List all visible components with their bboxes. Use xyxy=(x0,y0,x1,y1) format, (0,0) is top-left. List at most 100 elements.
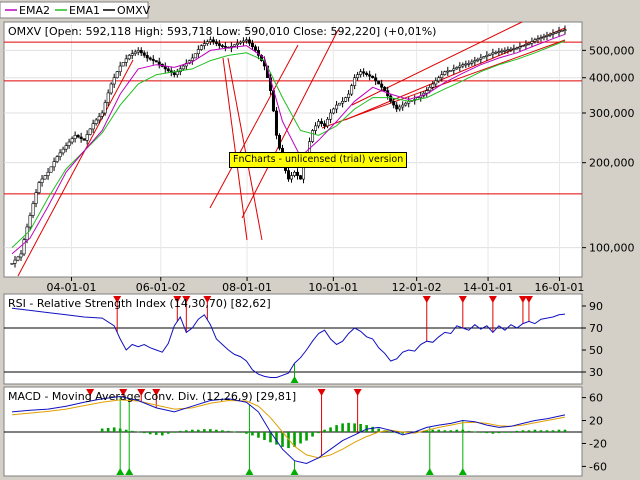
macd-hist-bar-11 xyxy=(166,432,170,434)
ema2-line xyxy=(11,33,566,255)
macd-buy-marker-3 xyxy=(290,468,299,475)
candle-body-109 xyxy=(338,102,342,106)
candle-body-70 xyxy=(220,45,224,47)
candle-body-22 xyxy=(76,135,80,138)
rsi-sell-marker-2 xyxy=(182,296,191,303)
candle-body-176 xyxy=(539,37,543,39)
candle-body-146 xyxy=(449,69,453,72)
candle-body-81 xyxy=(253,46,257,51)
candle-body-52 xyxy=(166,68,170,72)
rsi-y-axis: 90 70 50 30 xyxy=(582,300,603,379)
candle-body-92 xyxy=(286,170,290,180)
candle-body-151 xyxy=(464,63,468,66)
candle-body-71 xyxy=(223,46,227,48)
trendline-7 xyxy=(351,21,523,106)
candle-body-24 xyxy=(82,138,86,141)
candle-body-104 xyxy=(323,123,327,127)
candle-body-26 xyxy=(88,128,92,135)
macd-hist-bar-55 xyxy=(431,429,435,432)
macd-buy-marker-2 xyxy=(245,468,254,475)
candle-body-61 xyxy=(193,53,197,59)
candle-body-16 xyxy=(58,152,62,158)
candle-body-172 xyxy=(527,42,531,45)
candle-body-14 xyxy=(52,161,56,168)
rsi-grid xyxy=(4,327,582,373)
legend-box xyxy=(0,1,149,19)
candle-body-21 xyxy=(73,135,77,139)
macd-hist-bar-46 xyxy=(377,428,380,432)
candle-body-4 xyxy=(22,239,26,255)
macd-hist-bar-41 xyxy=(347,422,350,432)
macd-hist-bar-5 xyxy=(130,430,134,432)
candle-body-75 xyxy=(235,42,239,46)
macd-markers xyxy=(86,389,467,475)
candle-body-49 xyxy=(157,61,161,65)
candle-body-2 xyxy=(16,256,20,261)
candle-body-173 xyxy=(530,41,534,44)
candle-body-51 xyxy=(163,66,167,70)
candle-body-167 xyxy=(512,48,516,50)
trendline-3 xyxy=(222,57,248,241)
macd-hist-bar-38 xyxy=(329,427,332,432)
rsi-y-tick-label-0: 90 xyxy=(589,300,603,313)
candle-body-147 xyxy=(452,68,456,71)
macd-hist-bar-56 xyxy=(437,429,441,432)
candle-body-174 xyxy=(533,39,537,42)
macd-hist-bar-14 xyxy=(185,430,188,432)
rsi-line xyxy=(11,307,566,378)
macd-hist-bar-42 xyxy=(353,423,356,432)
candle-body-127 xyxy=(392,101,396,106)
candle-body-6 xyxy=(28,215,32,228)
candle-body-123 xyxy=(380,83,384,88)
rsi-y-tick-label-3: 30 xyxy=(589,366,603,379)
candle-body-41 xyxy=(133,51,137,54)
candle-body-76 xyxy=(238,41,242,44)
legend-item-ema2: EMA2 xyxy=(5,4,50,17)
candle-body-107 xyxy=(332,108,336,114)
macd-hist-bar-19 xyxy=(215,429,218,432)
macd-hist-bar-20 xyxy=(221,430,224,432)
candle-body-105 xyxy=(326,118,330,127)
candle-body-142 xyxy=(437,77,441,82)
macd-hist-bar-10 xyxy=(160,432,164,436)
macd-hist-bar-37 xyxy=(323,429,326,432)
candle-body-96 xyxy=(299,175,303,180)
candle-body-181 xyxy=(554,31,558,34)
macd-hist-bar-12 xyxy=(172,432,176,433)
macd-hist-bar-62 xyxy=(473,431,477,433)
candle-body-11 xyxy=(43,175,47,180)
candle-body-144 xyxy=(443,71,447,75)
candle-body-161 xyxy=(494,51,498,54)
candle-body-168 xyxy=(515,47,519,50)
candle-body-119 xyxy=(368,74,372,77)
candle-body-171 xyxy=(524,44,528,46)
candle-body-23 xyxy=(79,136,83,139)
rsi-markers xyxy=(113,296,533,383)
macd-hist-bar-59 xyxy=(455,429,459,432)
candle-body-153 xyxy=(470,61,474,64)
candle-body-102 xyxy=(317,121,321,127)
candle-body-25 xyxy=(85,134,89,141)
macd-hist-bar-26 xyxy=(257,432,260,438)
candle-body-69 xyxy=(217,43,221,46)
macd-hist-bar-21 xyxy=(227,430,230,432)
macd-hist-bar-31 xyxy=(287,432,290,449)
macd-hist-bar-36 xyxy=(317,432,320,434)
price-y-tick-label-0: 500,000 xyxy=(589,44,635,57)
macd-hist-bar-18 xyxy=(209,429,212,432)
candle-body-0 xyxy=(10,263,14,265)
legend-label-omxv: OMXV xyxy=(117,4,151,17)
candle-body-47 xyxy=(151,58,155,61)
rsi-sell-marker-7 xyxy=(518,296,527,303)
candle-body-36 xyxy=(118,65,122,73)
macd-hist-bar-0 xyxy=(100,428,104,432)
macd-hist-bar-35 xyxy=(311,432,314,437)
macd-sell-marker-4 xyxy=(317,389,326,396)
candle-body-115 xyxy=(356,74,360,79)
candle-body-114 xyxy=(353,77,357,86)
candle-body-154 xyxy=(473,60,477,63)
candle-body-43 xyxy=(139,50,143,54)
candle-body-117 xyxy=(362,71,366,74)
macd-sell-marker-1 xyxy=(119,389,128,396)
macd-hist-bar-22 xyxy=(233,431,236,433)
